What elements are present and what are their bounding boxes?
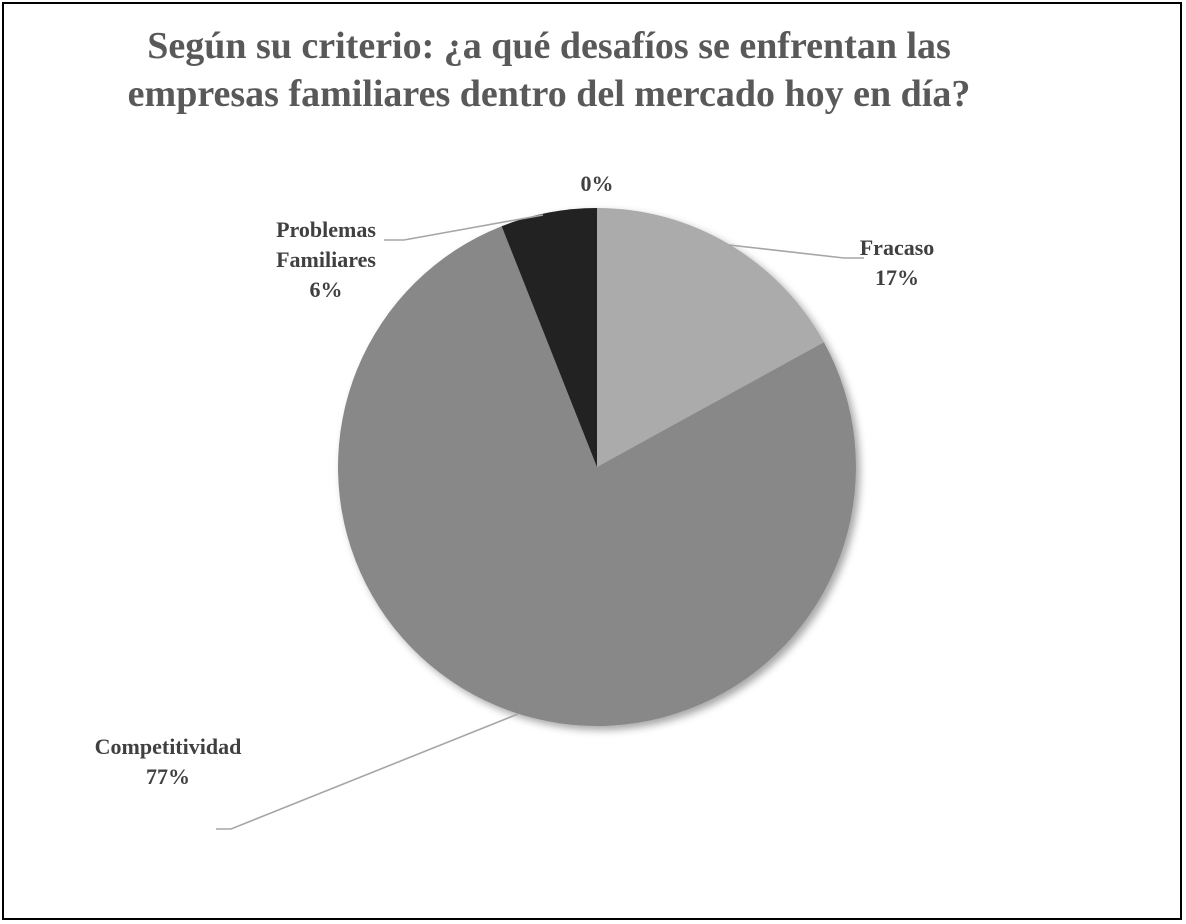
slice-competitividad — [337, 226, 856, 727]
label-fracaso-value: 17% — [875, 265, 919, 290]
label-problemas-familiares-line-1: Problemas — [276, 217, 376, 242]
slice-fracaso — [597, 208, 824, 467]
label-competitividad-name: Competitividad — [95, 734, 242, 759]
pie-chart: 0% Fracaso 17% Problemas Familiares 6% C… — [95, 171, 935, 830]
leader-line-fracaso — [728, 244, 864, 259]
leader-lines — [216, 214, 864, 830]
label-problemas-familiares-value: 6% — [310, 277, 343, 302]
chart-title-line-1: Según su criterio: ¿a qué desafíos se en… — [147, 25, 951, 67]
slice-problemas-familiares — [501, 208, 597, 467]
chart-title: Según su criterio: ¿a qué desafíos se en… — [4, 22, 1094, 118]
pie-slices — [337, 208, 856, 727]
leader-line-competitividad — [216, 713, 519, 830]
label-competitividad-value: 77% — [146, 764, 190, 789]
leader-line-problemas-familiares — [384, 214, 544, 241]
label-fracaso-name: Fracaso — [860, 235, 935, 260]
label-problemas-familiares-line-2: Familiares — [276, 247, 376, 272]
label-zero-value: 0% — [581, 171, 614, 196]
chart-title-line-2: empresas familiares dentro del mercado h… — [127, 73, 971, 115]
